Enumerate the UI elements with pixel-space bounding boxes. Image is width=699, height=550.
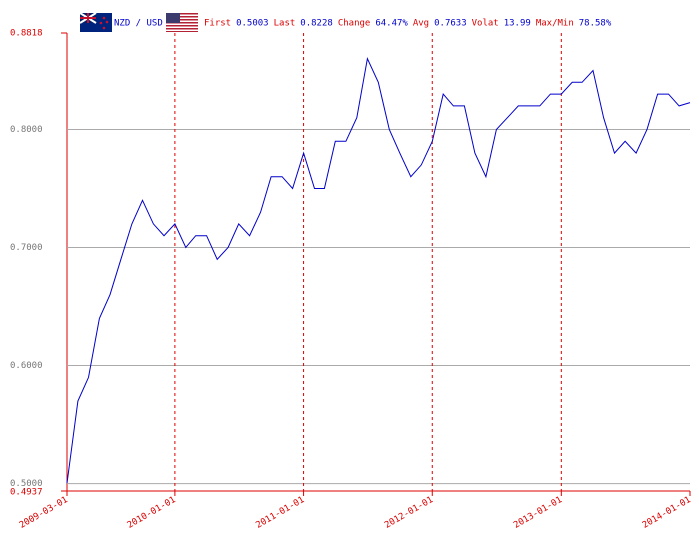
y-tick-label: 0.4937 [10,488,43,498]
x-tick-label: 2013-01-01 [512,495,564,531]
stat-value: 13.99 [504,19,531,29]
stat-value: 0.7633 [434,19,467,29]
nz-flag [79,12,112,32]
x-tick-label: 2009-03-01 [18,495,70,531]
x-tick-label: 2014-01-01 [641,495,693,531]
stat-value: 64.47% [375,19,408,29]
stat-label: Last [274,19,296,29]
x-tick-label: 2010-01-01 [126,495,178,531]
stat-label: First [204,19,231,29]
stat-label: Volat [472,19,499,29]
stats: First 0.5003 Last 0.8228 Change 64.47% Avg 0.76… [204,19,612,29]
y-tick-label: 0.7000 [10,243,43,253]
stat-value: 0.8228 [300,19,333,29]
stat-label: Max/Min [536,19,574,29]
x-tick-label: 2012-01-01 [383,495,435,531]
x-tick-label: 2011-01-01 [254,495,306,531]
stat-value: 0.5003 [236,19,269,29]
pair-label: NZD / USD [114,19,163,29]
y-tick-label: 0.5000 [10,479,43,489]
stat-label: Avg [413,19,429,29]
us-flag [166,13,198,32]
y-tick-label: 0.6000 [10,361,43,371]
stat-value: 78.58% [579,19,612,29]
y-tick-label: 0.8000 [10,125,43,135]
price-line [66,57,691,484]
stat-label: Change [338,19,371,29]
y-tick-label: 0.8818 [10,29,43,39]
